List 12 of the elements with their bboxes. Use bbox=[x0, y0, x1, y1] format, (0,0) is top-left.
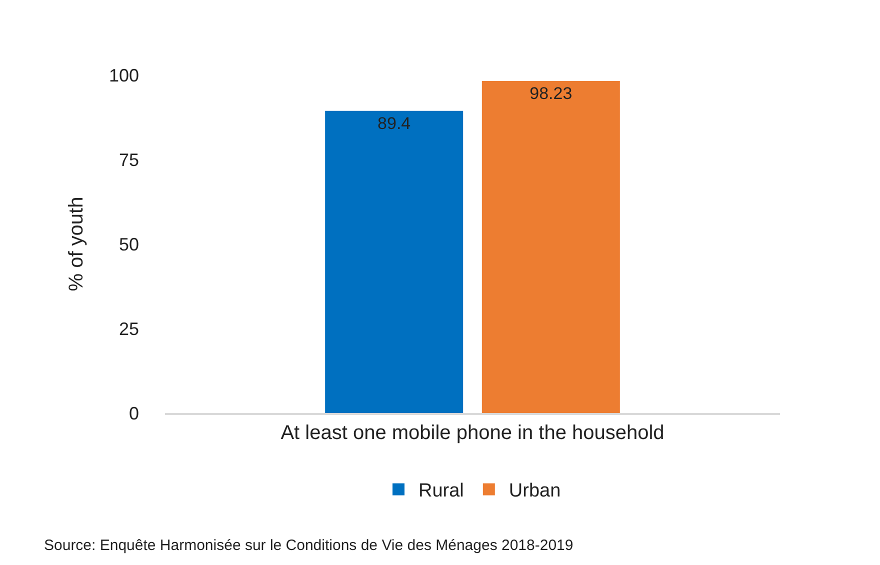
x-tick-label: At least one mobile phone in the household bbox=[280, 422, 664, 444]
data-label: 98.23 bbox=[530, 84, 572, 103]
source-note: Source: Enquête Harmonisée sur le Conditions de Vie des Ménages 2018-2019 bbox=[44, 537, 574, 554]
y-axis-title: % of youth bbox=[65, 196, 88, 292]
y-tick-label: 50 bbox=[118, 234, 139, 254]
y-tick-label: 75 bbox=[118, 150, 139, 170]
y-tick-label: 100 bbox=[108, 65, 139, 86]
y-tick-label: 0 bbox=[128, 403, 139, 424]
legend-label: Rural bbox=[418, 480, 464, 502]
data-label: 89.4 bbox=[378, 114, 411, 133]
legend-label: Urban bbox=[508, 480, 561, 502]
y-tick-label: 25 bbox=[118, 318, 139, 339]
